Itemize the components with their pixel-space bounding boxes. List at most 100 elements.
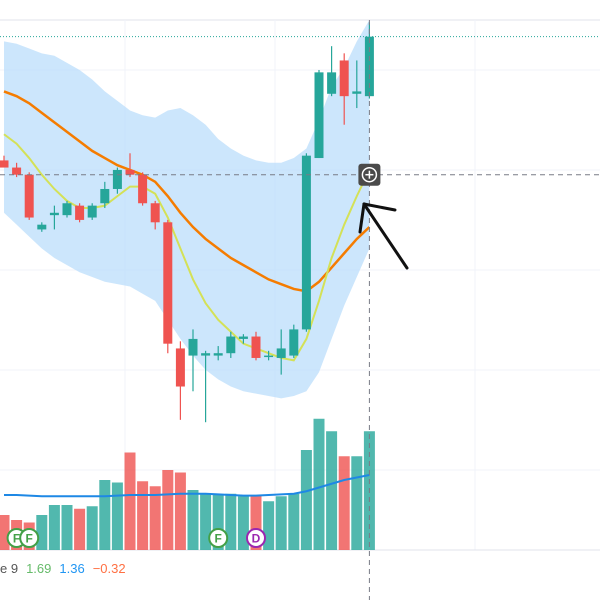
volume-bar bbox=[200, 493, 212, 550]
candle-body bbox=[352, 91, 362, 94]
candle-body bbox=[264, 355, 274, 358]
candlestick bbox=[339, 53, 349, 125]
candlestick bbox=[24, 172, 34, 220]
volume-bar bbox=[275, 496, 287, 550]
candle-body bbox=[289, 329, 299, 356]
volume-bars bbox=[0, 418, 375, 550]
candle-body bbox=[327, 72, 337, 94]
candlestick bbox=[276, 329, 286, 375]
candle-body bbox=[138, 174, 148, 204]
candlestick bbox=[138, 172, 148, 206]
signal-value: 1.36 bbox=[59, 560, 85, 576]
candlestick bbox=[87, 203, 97, 220]
candle-body bbox=[251, 336, 261, 358]
candle-body bbox=[87, 205, 97, 218]
bollinger-band-fill bbox=[4, 20, 370, 399]
volume-bar bbox=[61, 505, 73, 550]
volume-bar bbox=[326, 431, 338, 550]
candlestick bbox=[327, 46, 337, 97]
plus-icon bbox=[361, 166, 378, 183]
volume-bar bbox=[237, 496, 249, 550]
indicator-legend: e 9 1.69 1.36 −0.32 bbox=[0, 558, 126, 578]
volume-bar bbox=[111, 482, 123, 550]
candle-body bbox=[339, 60, 349, 97]
candle-body bbox=[125, 169, 135, 175]
event-marker-label: D bbox=[252, 532, 261, 546]
volume-bar bbox=[86, 506, 98, 550]
candle-body bbox=[49, 212, 59, 216]
candlestick bbox=[264, 350, 274, 361]
candle-body bbox=[301, 155, 311, 330]
volume-bar bbox=[250, 495, 262, 550]
volume-bar bbox=[162, 470, 174, 550]
volume-bar bbox=[225, 493, 237, 550]
candle-body bbox=[37, 224, 47, 230]
fast-moving-average-line bbox=[3, 133, 371, 362]
volume-bar bbox=[187, 490, 199, 550]
volume-bar bbox=[313, 418, 325, 550]
candlestick bbox=[201, 350, 211, 423]
candlestick bbox=[163, 219, 173, 354]
macd-value: 1.69 bbox=[26, 560, 52, 576]
volume-bar bbox=[149, 486, 161, 550]
candle-body bbox=[238, 336, 248, 339]
event-marker-d: D bbox=[246, 528, 266, 548]
candle-body bbox=[12, 167, 22, 175]
candlestick bbox=[238, 334, 248, 344]
candlestick bbox=[62, 200, 72, 218]
candlestick bbox=[226, 331, 236, 358]
candlestick bbox=[251, 331, 261, 361]
candle-body bbox=[314, 72, 324, 159]
candlestick bbox=[12, 162, 22, 178]
candle-body bbox=[201, 353, 211, 356]
volume-bar bbox=[338, 456, 350, 550]
candle-body bbox=[213, 353, 223, 356]
event-marker-label: F bbox=[215, 532, 222, 546]
candlestick bbox=[112, 167, 122, 194]
candlestick bbox=[49, 205, 59, 230]
volume-moving-average-line bbox=[4, 474, 370, 498]
volume-bar bbox=[174, 472, 186, 550]
volume-bar bbox=[300, 450, 312, 550]
volume-bar bbox=[48, 505, 60, 550]
candlestick bbox=[0, 155, 9, 168]
event-marker-label: F bbox=[26, 532, 33, 546]
candle-body bbox=[226, 336, 236, 354]
volume-bar bbox=[288, 493, 300, 550]
candlestick bbox=[213, 346, 223, 361]
volume-bar bbox=[36, 515, 48, 550]
candlestick bbox=[289, 324, 299, 358]
indicator-legend-name: e 9 bbox=[0, 560, 19, 576]
candle-body bbox=[112, 169, 122, 189]
candle-body bbox=[276, 348, 286, 358]
histogram-value: −0.32 bbox=[92, 560, 126, 576]
candle-body bbox=[150, 203, 160, 223]
candlestick bbox=[37, 222, 47, 232]
candlestick bbox=[100, 181, 110, 209]
mouse-cursor-arrow-icon bbox=[358, 202, 409, 270]
candlestick bbox=[175, 341, 185, 420]
candlestick bbox=[314, 69, 324, 159]
candlestick bbox=[150, 200, 160, 230]
volume-bar bbox=[74, 508, 86, 550]
volume-bar bbox=[124, 452, 136, 550]
volume-bar bbox=[351, 456, 363, 550]
event-marker-f: F bbox=[208, 528, 229, 548]
candlestick bbox=[75, 203, 85, 223]
candle-body bbox=[100, 188, 110, 204]
candle-body bbox=[188, 338, 198, 356]
volume-bar bbox=[0, 515, 10, 550]
candle-body bbox=[24, 174, 34, 218]
candle-body bbox=[62, 203, 72, 216]
candle-body bbox=[75, 205, 85, 220]
crosshair-add-button[interactable] bbox=[358, 163, 381, 186]
volume-bar bbox=[137, 481, 149, 550]
candlestick bbox=[301, 153, 311, 332]
candle-body bbox=[163, 222, 173, 344]
volume-bar bbox=[212, 495, 224, 550]
candlestick bbox=[125, 153, 135, 178]
event-marker-f: F bbox=[19, 528, 40, 548]
volume-bar bbox=[263, 501, 275, 550]
